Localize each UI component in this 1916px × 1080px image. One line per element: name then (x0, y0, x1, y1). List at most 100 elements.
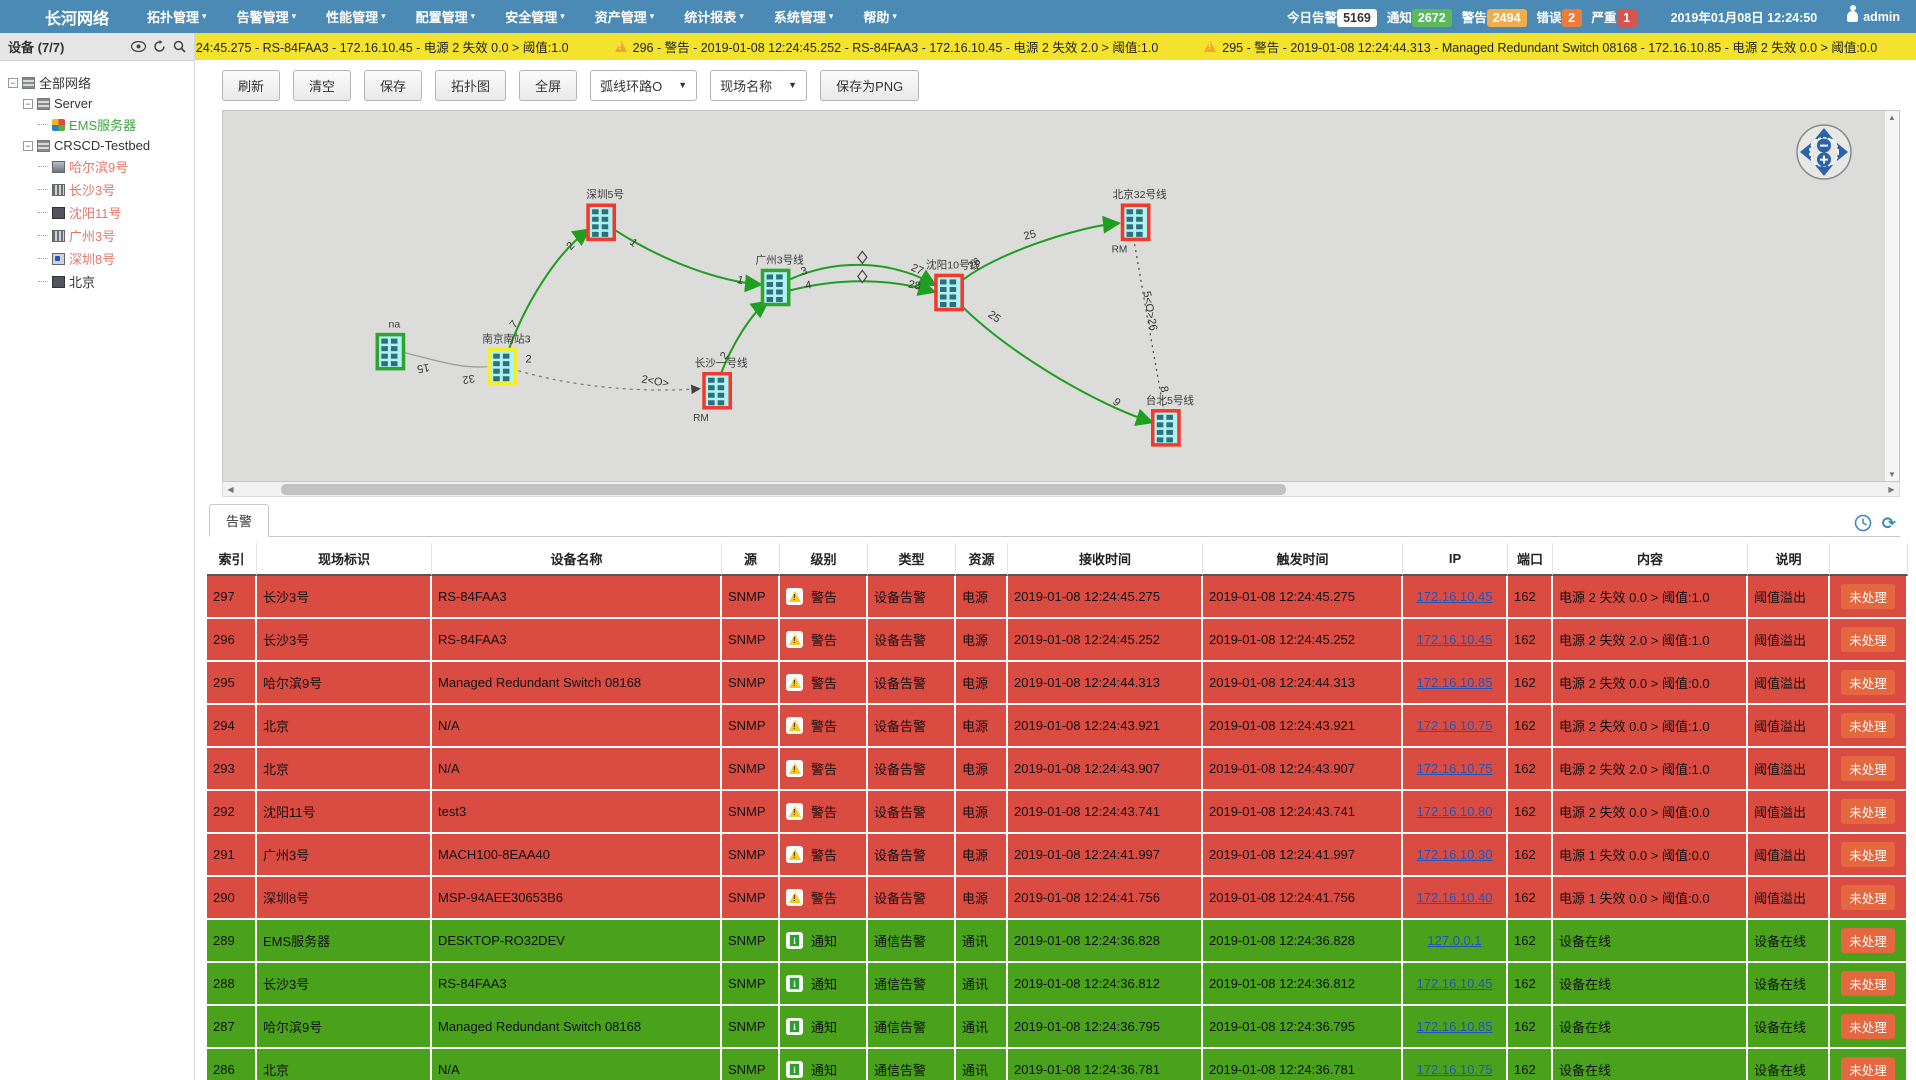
table-refresh-icon[interactable]: ⟳ (1881, 513, 1896, 533)
unhandled-button[interactable]: 未处理 (1841, 971, 1895, 996)
toolbar-select-1[interactable]: 弧线环路O ▼ (590, 69, 698, 101)
map-pan-zoom-control[interactable] (1795, 123, 1853, 181)
tree-item-长沙3号[interactable]: 长沙3号 (4, 178, 190, 201)
toolbar-button-1[interactable]: 刷新 (222, 69, 281, 101)
refresh-icon[interactable] (153, 40, 166, 53)
menu-item-2[interactable]: 告警管理 ▾ (237, 7, 297, 26)
tree-item-沈阳11号[interactable]: 沈阳11号 (4, 201, 190, 224)
col-header-9[interactable]: 触发时间 (1203, 543, 1403, 576)
tree-item-EMS服务器[interactable]: EMS服务器 (4, 113, 190, 136)
tree-item-广州3号[interactable]: 广州3号 (4, 224, 190, 247)
pan-down-icon[interactable] (1815, 165, 1833, 176)
stat-badge-plain[interactable]: 5169 (1337, 8, 1377, 27)
ip-link[interactable]: 172.16.10.85 (1416, 1019, 1493, 1034)
ip-link[interactable]: 172.16.10.40 (1416, 890, 1493, 905)
topo-node-台北5号线[interactable]: 台北5号线 (1146, 394, 1195, 447)
toolbar-button-5[interactable]: 全屏 (519, 69, 578, 101)
alarm-row-289[interactable]: 289 EMS服务器 DESKTOP-RO32DEV SNMP i 通知 通信告警 通讯 201… (207, 920, 1908, 963)
pan-right-icon[interactable] (1837, 143, 1848, 161)
topology-map[interactable]: 15 32 7 2 1 1 2 3 4 27 28 26 25 25 9 8 5<O>26 2<O> 2 深圳5号 广州… (222, 110, 1900, 482)
topo-node-深圳5号[interactable]: 深圳5号 (586, 189, 624, 242)
stat-badge-critical[interactable]: 1 (1616, 8, 1637, 27)
unhandled-button[interactable]: 未处理 (1841, 627, 1895, 652)
col-header-6[interactable]: 类型 (868, 543, 956, 576)
pan-up-icon[interactable] (1815, 128, 1833, 139)
ip-link[interactable]: 172.16.10.75 (1416, 1062, 1493, 1077)
toolbar-select-2[interactable]: 现场名称 ▼ (710, 69, 808, 101)
tab-alarm[interactable]: 告警 (209, 504, 270, 537)
scroll-left-icon[interactable]: ◀ (227, 484, 234, 494)
search-icon[interactable] (173, 40, 186, 53)
topo-node-南京南站3[interactable]: 南京南站3 (482, 333, 531, 386)
unhandled-button[interactable]: 未处理 (1841, 1057, 1895, 1080)
toolbar-button-3[interactable]: 保存 (364, 69, 423, 101)
alarm-row-286[interactable]: 286 北京 N/A SNMP i 通知 通信告警 通讯 2019-01-08 12:24:36… (207, 1049, 1908, 1080)
eye-icon[interactable] (131, 41, 146, 52)
topo-node-北京32号线[interactable]: 北京32号线 RM (1112, 188, 1167, 255)
stat-badge-notice[interactable]: 2672 (1411, 8, 1452, 27)
ip-link[interactable]: 172.16.10.85 (1416, 675, 1493, 690)
tree-item-Server[interactable]: − Server (4, 94, 190, 113)
ticker-item-3[interactable]: 295 - 警告 - 2019-01-08 12:24:44.313 - Man… (1204, 37, 1877, 56)
tree-item-深圳8号[interactable]: 深圳8号 (4, 247, 190, 270)
scroll-right-icon[interactable]: ▶ (1888, 484, 1895, 494)
col-header-5[interactable]: 级别 (780, 543, 868, 576)
alarm-row-292[interactable]: 292沈阳11号test3SNMP警告设备告警电源2019-01-08 12:2… (207, 791, 1908, 834)
ip-link[interactable]: 172.16.10.80 (1416, 804, 1493, 819)
topo-node-广州3号线[interactable]: 广州3号线 (756, 253, 805, 307)
map-horizontal-scrollbar[interactable]: ◀ ▶ (222, 482, 1900, 497)
toolbar-button-2[interactable]: 清空 (293, 69, 352, 101)
scrollbar-thumb[interactable] (281, 484, 1286, 495)
col-header-1[interactable]: 索引 (207, 543, 257, 576)
alarm-row-291[interactable]: 291广州3号MACH100-8EAA40SNMP警告设备告警电源2019-01… (207, 834, 1908, 877)
topo-node-长沙一号线[interactable]: 长沙一号线 RM (693, 357, 748, 424)
menu-item-9[interactable]: 帮助 ▾ (863, 7, 897, 26)
topo-node-沈阳10号线[interactable]: 沈阳10号线 (926, 258, 981, 312)
col-header-8[interactable]: 接收时间 (1008, 543, 1203, 576)
ip-link[interactable]: 172.16.10.75 (1416, 718, 1493, 733)
col-header-10[interactable]: IP (1403, 543, 1508, 576)
scroll-down-icon[interactable]: ▼ (1888, 470, 1896, 479)
menu-item-8[interactable]: 系统管理 ▾ (774, 7, 834, 26)
alarm-row-290[interactable]: 290深圳8号MSP-94AEE30653B6SNMP警告设备告警电源2019-… (207, 877, 1908, 920)
topo-node-na[interactable]: na (375, 319, 406, 371)
menu-item-3[interactable]: 性能管理 ▾ (326, 7, 386, 26)
ip-link[interactable]: 172.16.10.30 (1416, 847, 1493, 862)
unhandled-button[interactable]: 未处理 (1841, 1014, 1895, 1039)
unhandled-button[interactable]: 未处理 (1841, 842, 1895, 867)
pan-left-icon[interactable] (1800, 143, 1811, 161)
unhandled-button[interactable]: 未处理 (1841, 756, 1895, 781)
col-header-3[interactable]: 设备名称 (432, 543, 722, 576)
export-png-button[interactable]: 保存为PNG (820, 69, 920, 101)
stat-badge-warn[interactable]: 2494 (1486, 8, 1527, 27)
ip-link[interactable]: 172.16.10.45 (1416, 976, 1493, 991)
tree-item-哈尔滨9号[interactable]: 哈尔滨9号 (4, 155, 190, 178)
alarm-row-295[interactable]: 295 哈尔滨9号 Managed Redundant Switch 08168 SN… (207, 662, 1908, 705)
menu-item-7[interactable]: 统计报表 ▾ (684, 7, 744, 26)
menu-item-4[interactable]: 配置管理 ▾ (416, 7, 476, 26)
unhandled-button[interactable]: 未处理 (1841, 670, 1895, 695)
ip-link[interactable]: 172.16.10.45 (1416, 632, 1493, 647)
unhandled-button[interactable]: 未处理 (1841, 928, 1895, 953)
tree-item-CRSCD-Testbed[interactable]: − CRSCD-Testbed (4, 136, 190, 155)
col-header-12[interactable]: 内容 (1553, 543, 1748, 576)
scroll-up-icon[interactable]: ▲ (1888, 113, 1896, 122)
tree-item-全部网络[interactable]: − 全部网络 (4, 71, 190, 94)
unhandled-button[interactable]: 未处理 (1841, 713, 1895, 738)
collapse-toggle-icon[interactable]: − (23, 140, 33, 151)
ip-link[interactable]: 172.16.10.75 (1416, 761, 1493, 776)
alarm-row-287[interactable]: 287 哈尔滨9号 Managed Redundant Switch 08168 SN… (207, 1006, 1908, 1049)
alarm-row-288[interactable]: 288 长沙3号 RS-84FAA3 SNMP i 通知 通信告警 通讯 2019-01-08 … (207, 963, 1908, 1006)
user-menu[interactable]: admin (1847, 5, 1900, 24)
toolbar-button-4[interactable]: 拓扑图 (435, 69, 507, 101)
collapse-toggle-icon[interactable]: − (23, 98, 33, 109)
ip-link[interactable]: 127.0.0.1 (1427, 933, 1482, 948)
tree-item-北京[interactable]: 北京 (4, 270, 190, 293)
stat-badge-error[interactable]: 2 (1561, 8, 1582, 27)
ip-link[interactable]: 172.16.10.45 (1416, 589, 1493, 604)
col-header-2[interactable]: 现场标识 (257, 543, 432, 576)
unhandled-button[interactable]: 未处理 (1841, 885, 1895, 910)
